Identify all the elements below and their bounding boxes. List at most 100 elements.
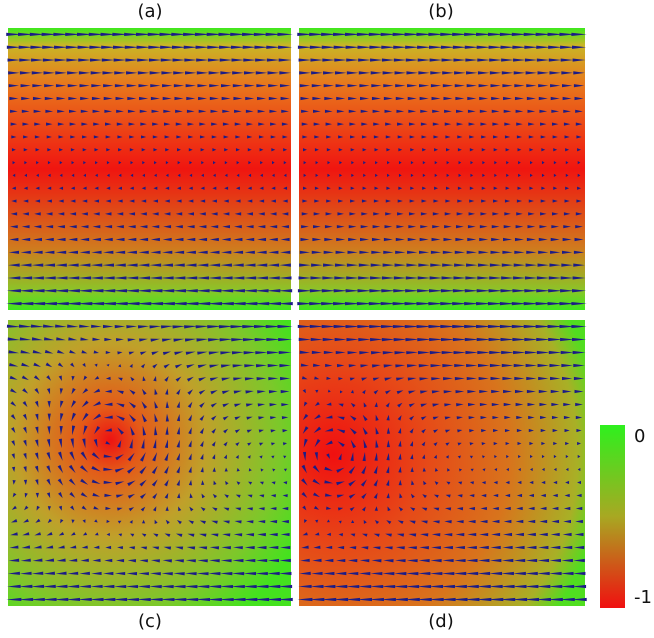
arrow <box>161 71 173 75</box>
arrow <box>491 96 501 101</box>
panel-label: (d) <box>428 611 453 632</box>
arrow <box>337 546 345 550</box>
arrow <box>152 199 158 203</box>
arrow <box>386 492 390 499</box>
arrow <box>300 363 309 367</box>
arrow <box>8 263 20 267</box>
arrow <box>233 237 243 242</box>
arrow <box>458 160 462 165</box>
arrow <box>188 135 194 139</box>
arrow <box>393 58 407 62</box>
arrow <box>512 584 527 589</box>
arrow <box>44 250 55 254</box>
arrow <box>255 558 268 563</box>
arrow <box>46 492 51 499</box>
arrow <box>575 225 583 229</box>
arrow <box>338 377 343 381</box>
arrow <box>452 45 467 49</box>
arrow <box>269 109 278 113</box>
arrow <box>467 237 477 242</box>
arrow <box>22 122 29 126</box>
arrow <box>196 58 209 62</box>
arrow <box>550 532 560 537</box>
arrow <box>23 426 27 434</box>
arrow <box>8 558 20 562</box>
arrow <box>407 250 418 254</box>
arrow <box>213 160 216 165</box>
arrow <box>172 585 186 589</box>
arrow <box>416 597 432 602</box>
arrow <box>82 199 88 203</box>
arrow <box>141 533 147 537</box>
arrow <box>270 416 277 420</box>
arrow <box>454 558 466 563</box>
arrow <box>561 545 573 550</box>
arrow <box>175 122 183 126</box>
arrow <box>197 351 208 355</box>
arrow <box>383 559 394 563</box>
arrow <box>199 199 206 203</box>
arrow <box>336 494 345 498</box>
arrow <box>46 199 52 203</box>
arrow <box>105 135 111 139</box>
arrow <box>106 532 110 537</box>
arrow <box>257 96 267 101</box>
arrow <box>80 451 88 461</box>
arrow <box>82 135 88 139</box>
arrow <box>393 584 408 589</box>
arrow <box>358 58 371 62</box>
arrow <box>335 250 346 254</box>
arrow <box>255 351 268 355</box>
arrow <box>176 426 180 435</box>
arrow <box>69 545 77 549</box>
arrow <box>174 96 184 101</box>
arrow <box>358 276 371 280</box>
arrow <box>444 122 452 126</box>
arrow <box>259 481 264 485</box>
arrow <box>361 122 368 126</box>
arrow <box>479 532 489 537</box>
arrow <box>78 58 92 62</box>
arrow <box>363 519 367 524</box>
arrow <box>477 58 491 62</box>
arrow <box>137 585 150 589</box>
arrow <box>11 427 16 434</box>
arrow <box>500 45 515 49</box>
colorbar <box>600 425 625 608</box>
arrow <box>537 263 550 267</box>
arrow <box>574 532 584 537</box>
arrow <box>360 109 369 113</box>
arrow <box>514 237 524 242</box>
arrow <box>22 212 29 216</box>
arrow <box>163 109 172 113</box>
arrow <box>93 212 100 216</box>
arrow <box>199 402 205 408</box>
arrow <box>103 84 114 88</box>
arrow <box>128 122 136 126</box>
arrow <box>572 58 586 62</box>
arrow <box>490 250 501 254</box>
arrow <box>443 390 453 394</box>
arrow <box>446 173 450 178</box>
arrow <box>20 558 31 562</box>
arrow <box>29 32 46 37</box>
arrow <box>277 32 293 37</box>
arrow <box>408 533 417 537</box>
arrow <box>536 337 551 342</box>
arrow <box>350 148 355 152</box>
arrow <box>246 122 253 126</box>
arrow <box>235 135 241 139</box>
arrow <box>234 122 242 126</box>
arrow <box>479 519 488 524</box>
arrow <box>211 212 218 216</box>
arrow <box>234 416 241 421</box>
arrow <box>419 377 429 381</box>
arrow <box>184 325 198 329</box>
arrow <box>271 186 276 190</box>
arrow <box>526 532 536 537</box>
arrow <box>577 467 581 472</box>
arrow <box>35 426 39 435</box>
arrow <box>350 199 356 203</box>
arrow <box>540 212 547 216</box>
